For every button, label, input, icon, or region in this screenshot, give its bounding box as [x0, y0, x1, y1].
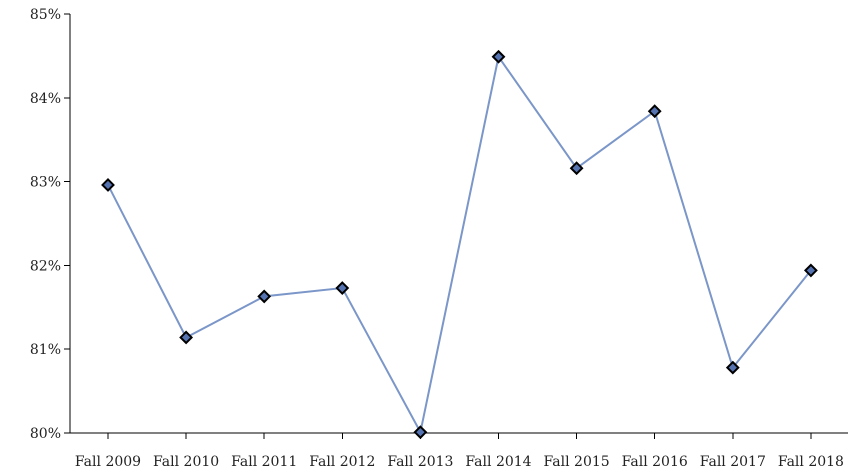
- x-tick-label: Fall 2015: [544, 454, 610, 470]
- data-point-marker: [491, 49, 506, 64]
- y-tick-label: 81%: [30, 342, 61, 358]
- x-tick-label: Fall 2013: [387, 454, 453, 470]
- data-point-marker: [803, 263, 818, 278]
- data-point-marker: [647, 104, 662, 119]
- chart-axes: 80% 81% 82% 83% 84% 85% Fall 2009 Fall 2010 Fall…: [30, 7, 848, 470]
- data-point-marker: [101, 178, 115, 192]
- series-line: [107, 54, 812, 436]
- x-tick-label: Fall 2017: [700, 454, 766, 470]
- x-tick-label: Fall 2018: [778, 454, 844, 470]
- y-tick-label: 83%: [30, 175, 61, 191]
- data-point-marker: [725, 360, 740, 375]
- data-point-marker: [413, 425, 428, 440]
- y-tick-label: 82%: [30, 258, 61, 274]
- y-tick-label: 84%: [30, 91, 61, 107]
- x-tick-label: Fall 2016: [622, 454, 688, 470]
- x-tick-label: Fall 2010: [153, 454, 219, 470]
- x-tick-label: Fall 2011: [231, 454, 297, 470]
- x-tick-label: Fall 2009: [75, 454, 141, 470]
- x-tick-label: Fall 2014: [465, 454, 531, 470]
- y-tick-label: 85%: [30, 7, 61, 23]
- x-tick-label: Fall 2012: [309, 454, 375, 470]
- data-point-marker: [179, 330, 194, 345]
- data-point-marker: [569, 161, 584, 176]
- y-tick-label: 80%: [30, 426, 61, 442]
- chart-series: [101, 49, 818, 440]
- data-point-marker: [257, 289, 272, 304]
- data-point-marker: [335, 281, 350, 295]
